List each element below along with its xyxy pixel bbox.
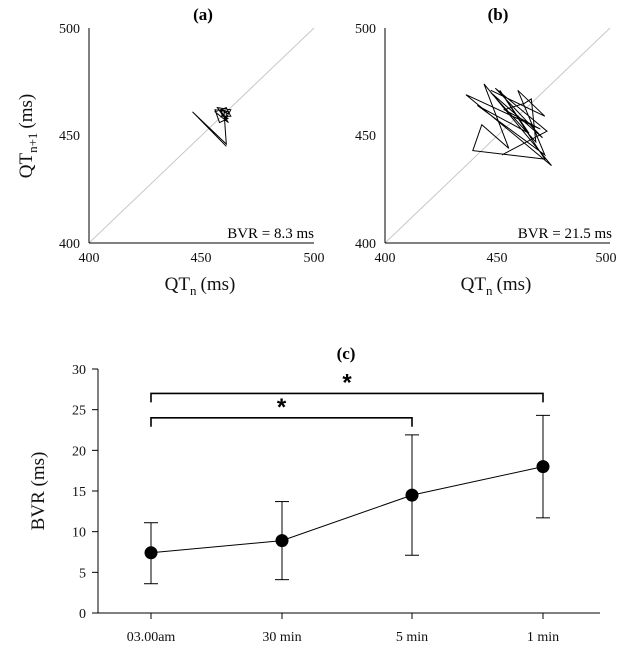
panel-a-y-axis-label: QTn+1(ms)	[16, 94, 40, 179]
panel-c-ytick-label: 0	[79, 607, 86, 622]
significance-star: *	[277, 394, 287, 421]
panel-a-xtick-label: 400	[79, 251, 100, 266]
panel-b: (b) 400 450 500 400 450 500 BVR = 21.5 m…	[355, 5, 617, 298]
panel-c-xtick-label: 03.00am	[127, 630, 176, 645]
panel-c-ytick-label: 5	[79, 566, 86, 581]
panel-a-ytick-label: 400	[59, 237, 80, 252]
panel-a-series	[192, 106, 232, 147]
panel-c-ytick-label: 10	[72, 526, 86, 541]
panel-a-ytick-label: 500	[59, 22, 80, 37]
panel-b-xtick-label: 450	[487, 251, 508, 266]
panel-a-identity-line	[88, 27, 315, 244]
panel-b-xtick-label: 400	[375, 251, 396, 266]
panel-c-xtick-label: 30 min	[262, 630, 301, 645]
panel-c: (c) 0 5 10 15 20 25 30 03.00am 30 min 5 min 1 min…	[28, 344, 600, 645]
panel-c-y-ticks: 0 5 10 15 20 25 30	[72, 363, 98, 622]
panel-b-ytick-label: 500	[355, 22, 376, 37]
panel-c-title: (c)	[337, 344, 356, 363]
panel-a-xtick-label: 500	[304, 251, 325, 266]
panel-b-xtick-label: 500	[596, 251, 617, 266]
panel-a-trajectory-line	[192, 106, 232, 147]
panel-c-significance: **	[150, 369, 544, 427]
significance-star: *	[342, 369, 352, 396]
panel-b-identity-line	[384, 27, 611, 244]
panel-a-ytick-label: 450	[59, 129, 80, 144]
data-point	[536, 460, 550, 474]
data-point	[144, 546, 158, 560]
panel-a-bvr-annotation: BVR = 8.3 ms	[227, 226, 314, 242]
panel-b-ytick-label: 400	[355, 237, 376, 252]
panel-c-y-axis-label: BVR (ms)	[28, 452, 49, 531]
panel-b-series	[465, 83, 552, 166]
panel-a-title: (a)	[193, 5, 213, 24]
panel-c-series	[144, 414, 550, 585]
panel-c-ytick-label: 25	[72, 404, 86, 419]
panel-b-x-axis-label: QTn (ms)	[461, 274, 532, 298]
panel-c-x-ticks: 03.00am 30 min 5 min 1 min	[127, 613, 559, 645]
panel-b-trajectory-line	[465, 83, 552, 166]
panel-c-ytick-label: 15	[72, 485, 86, 500]
data-point	[275, 534, 289, 548]
panel-b-ticks: 400 450 500 400 450 500	[355, 22, 617, 266]
panel-c-xtick-label: 5 min	[396, 630, 428, 645]
panel-a-x-axis-label: QTn (ms)	[165, 274, 236, 298]
panel-a: (a) 400 450 500 400 450 500 BVR = 8.3 ms…	[16, 5, 325, 298]
significance-bracket	[150, 417, 413, 427]
panel-b-bvr-annotation: BVR = 21.5 ms	[518, 226, 612, 242]
panel-c-xtick-label: 1 min	[527, 630, 559, 645]
mean-bvr-line	[150, 466, 544, 554]
panel-a-ticks: 400 450 500 400 450 500	[59, 22, 325, 266]
panel-b-title: (b)	[488, 5, 509, 24]
panel-b-ytick-label: 450	[355, 129, 376, 144]
significance-bracket	[150, 392, 544, 403]
panel-c-ytick-label: 20	[72, 444, 86, 459]
panel-a-xtick-label: 450	[191, 251, 212, 266]
panel-c-ytick-label: 30	[72, 363, 86, 378]
data-point	[405, 488, 419, 502]
